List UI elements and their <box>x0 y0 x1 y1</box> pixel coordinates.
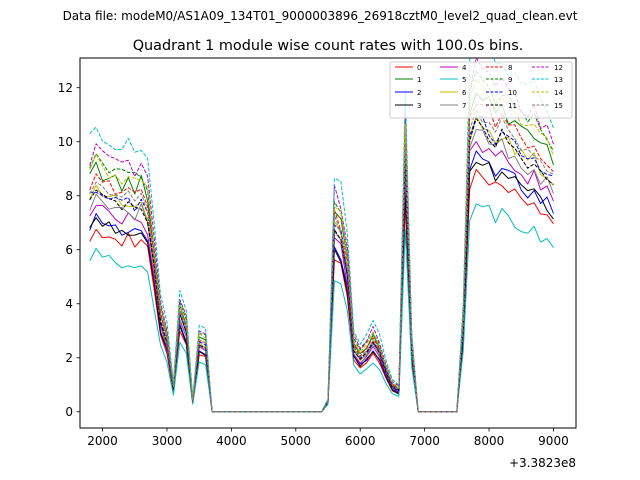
x-tick-label: 3000 <box>152 434 183 448</box>
legend-label-0: 0 <box>417 64 421 72</box>
y-tick-label: 10 <box>58 135 73 149</box>
legend-label-8: 8 <box>508 64 512 72</box>
y-tick-label: 12 <box>58 81 73 95</box>
legend-label-1: 1 <box>417 76 421 84</box>
figure-suptitle: Data file: modeM0/AS1A09_134T01_90000038… <box>63 9 578 23</box>
legend-label-2: 2 <box>417 89 421 97</box>
legend-label-5: 5 <box>462 76 466 84</box>
legend-label-15: 15 <box>554 102 563 110</box>
x-tick-label: 4000 <box>216 434 247 448</box>
legend-label-9: 9 <box>508 76 512 84</box>
x-offset-label: +3.3823e8 <box>509 456 576 470</box>
y-tick-label: 0 <box>65 405 73 419</box>
chart-title: Quadrant 1 module wise count rates with … <box>133 38 524 54</box>
x-tick-label: 2000 <box>87 434 118 448</box>
y-tick-label: 4 <box>65 297 73 311</box>
x-tick-label: 9000 <box>538 434 569 448</box>
legend-label-10: 10 <box>508 89 517 97</box>
legend-frame <box>389 61 573 119</box>
legend-label-3: 3 <box>417 102 421 110</box>
y-tick-label: 6 <box>65 243 73 257</box>
x-tick-label: 5000 <box>281 434 312 448</box>
y-tick-label: 2 <box>65 351 73 365</box>
legend-label-6: 6 <box>462 89 467 97</box>
legend-label-4: 4 <box>462 64 467 72</box>
legend-label-7: 7 <box>462 102 466 110</box>
x-tick-label: 6000 <box>345 434 376 448</box>
legend-label-13: 13 <box>554 76 563 84</box>
x-axis: 2000 3000 4000 5000 6000 7000 8000 9000 <box>87 428 569 448</box>
y-tick-label: 8 <box>65 189 73 203</box>
legend-label-11: 11 <box>508 102 517 110</box>
x-tick-label: 7000 <box>409 434 440 448</box>
legend-label-14: 14 <box>554 89 563 97</box>
axes-frame <box>79 57 577 429</box>
legend-label-12: 12 <box>554 64 563 72</box>
x-tick-label: 8000 <box>474 434 505 448</box>
y-axis: 0 2 4 6 8 10 12 <box>58 81 80 419</box>
